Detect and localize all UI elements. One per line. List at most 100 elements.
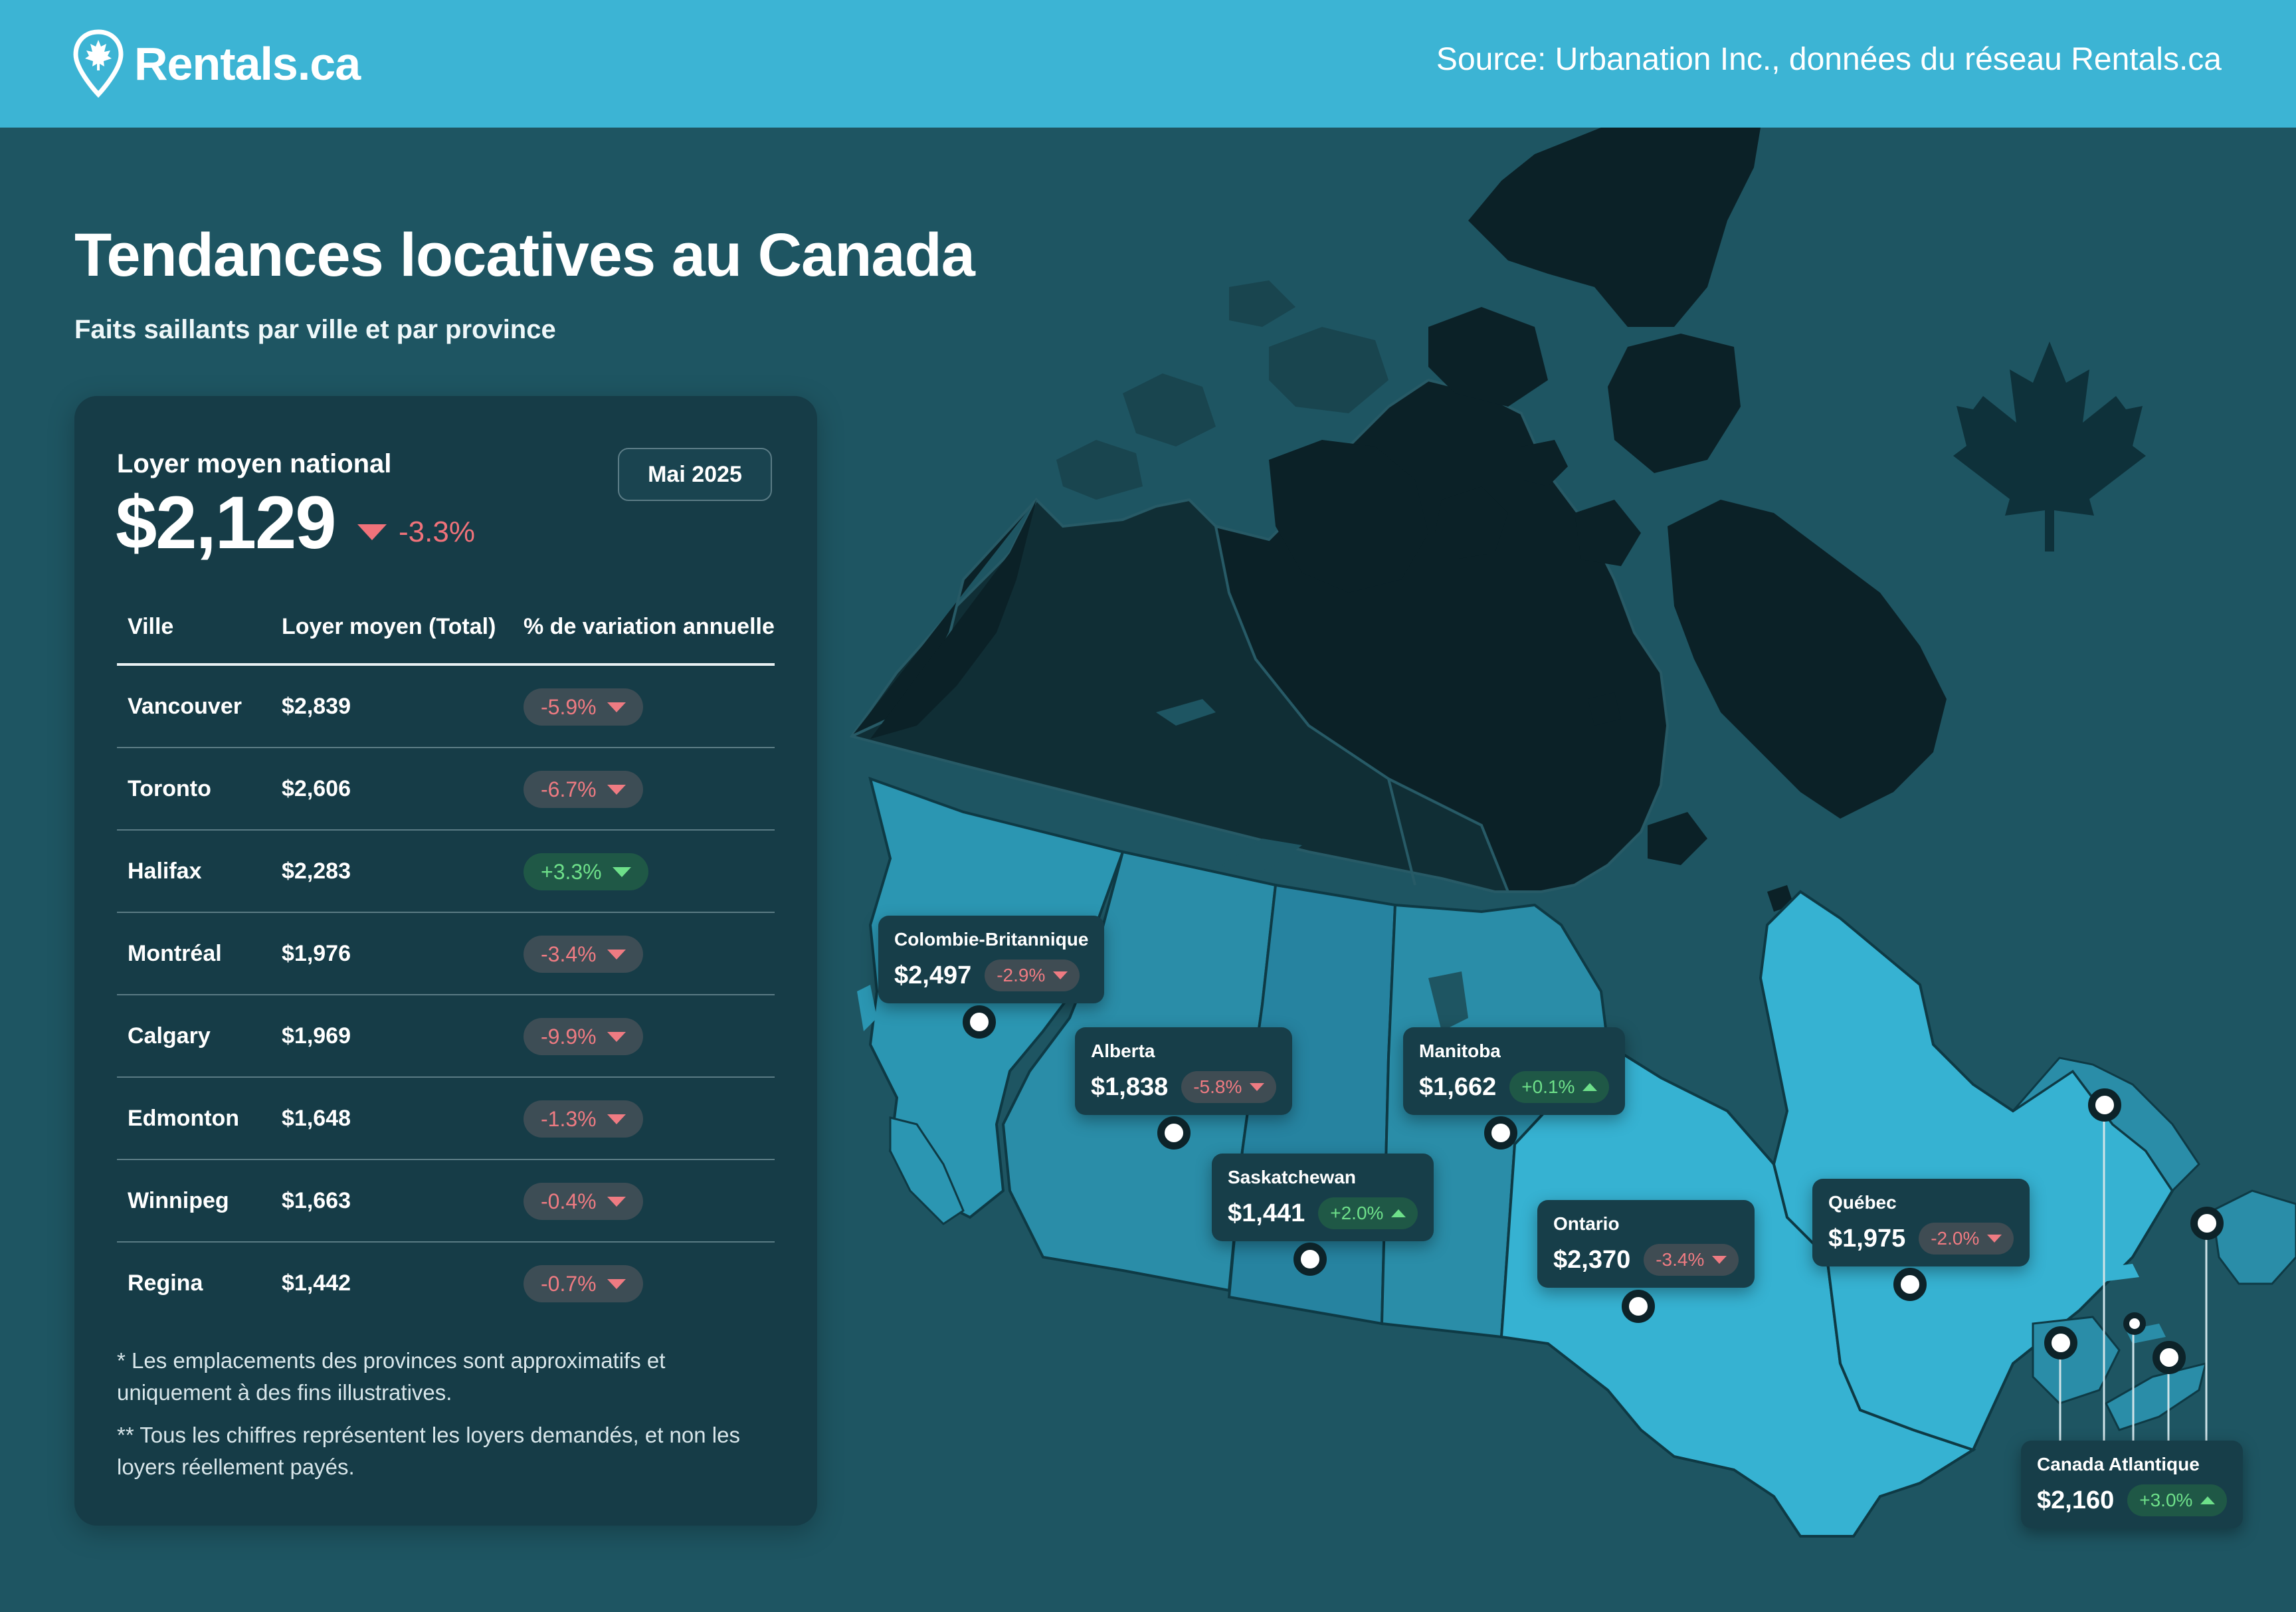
change-badge: +3.0% [2127,1484,2228,1516]
maple-leaf-icon [1953,342,2146,552]
page-subtitle: Faits saillants par ville et par provinc… [74,315,556,344]
change-badge: +2.0% [1318,1197,1418,1229]
table-row: Regina $1,442 -0.7% [117,1243,775,1324]
province-card-ontario[interactable]: Ontario $2,370 -3.4% [1537,1200,1755,1288]
province-name: Saskatchewan [1228,1167,1356,1187]
column-city: Ville [128,614,174,639]
national-rent-change: -3.3% [357,516,475,549]
change-value: +3.3% [541,859,602,884]
change-value: -2.9% [997,965,1046,985]
source-credit: Source: Urbanation Inc., données du rése… [1436,42,2222,77]
national-rent-value: $2,129 [116,481,337,564]
down-arrow-icon [1250,1083,1265,1091]
province-rent: $1,662 [1419,1072,1497,1101]
province-name: Canada Atlantique [2037,1454,2200,1474]
down-arrow-icon [1987,1235,2002,1243]
down-arrow-icon [612,866,631,877]
map-pin-labrador[interactable] [2088,1088,2121,1122]
national-rent-label: Loyer moyen national [117,449,392,478]
map-pin-alberta[interactable] [1157,1116,1191,1150]
map-pin-bc[interactable] [963,1005,996,1039]
arctic-island [1435,486,1508,559]
up-arrow-icon [2200,1496,2216,1504]
province-name: Colombie-Britannique [894,929,1089,950]
down-arrow-icon [1053,971,1068,979]
province-card-saskatchewan[interactable]: Saskatchewan $1,441 +2.0% [1212,1154,1434,1241]
down-arrow-icon [607,1114,626,1124]
arctic-island [1608,334,1741,473]
city-name: Toronto [128,776,211,801]
arctic-island [1428,307,1548,407]
province-rent: $1,975 [1828,1224,1906,1253]
baffin-island [1668,500,1947,819]
city-rent: $1,976 [282,941,351,966]
map-pin-saskatchewan[interactable] [1293,1243,1327,1276]
page-title: Tendances locatives au Canada [74,221,975,289]
down-arrow-icon [607,1031,626,1042]
change-value: -5.9% [541,694,597,719]
victoria-island [1269,440,1428,593]
quebec [1759,890,2174,1452]
map-pin-ontario[interactable] [1622,1290,1655,1323]
change-value: -5.8% [1193,1076,1242,1097]
city-rent: $1,442 [282,1270,351,1296]
down-arrow-icon [607,702,626,712]
province-card-alberta[interactable]: Alberta $1,838 -5.8% [1075,1027,1293,1115]
city-name: Montréal [128,941,222,966]
table-row: Montréal $1,976 -3.4% [117,913,775,995]
change-value: -0.4% [541,1189,597,1213]
map-pin-manitoba[interactable] [1484,1116,1517,1150]
brand-logo[interactable]: Rentals.ca [72,29,361,98]
table-row: Calgary $1,969 -9.9% [117,995,775,1078]
table-row: Winnipeg $1,663 -0.4% [117,1160,775,1243]
map-pin-pei[interactable] [2123,1312,2146,1335]
change-value: -2.0% [1931,1228,1980,1249]
change-badge: -1.3% [524,1100,643,1138]
map-pin-nova-scotia[interactable] [2152,1341,2186,1374]
table-header: Ville Loyer moyen (Total) % de variation… [117,610,775,666]
province-card-quebec[interactable]: Québec $1,975 -2.0% [1812,1179,2030,1266]
change-value: -3.4% [1656,1249,1705,1270]
province-card-bc[interactable]: Colombie-Britannique $2,497 -2.9% [878,916,1105,1003]
arctic-island [1521,440,1568,486]
down-arrow-icon [607,1196,626,1207]
arctic-island [1229,280,1295,327]
down-arrow-icon [607,1278,626,1289]
national-change-value: -3.3% [399,516,475,548]
province-rent: $2,160 [2037,1486,2115,1514]
province-rent: $1,441 [1228,1199,1305,1227]
arctic-island [1269,327,1388,413]
footnote-locations: * Les emplacements des provinces sont ap… [117,1348,666,1405]
change-badge: -5.8% [1181,1071,1277,1103]
change-badge: -0.7% [524,1265,643,1302]
map-pin-newfoundland[interactable] [2190,1207,2224,1240]
map-pin-maple-icon [73,29,124,98]
city-name: Calgary [128,1023,211,1049]
change-value: -0.7% [541,1271,597,1296]
change-badge: -3.4% [524,936,643,973]
vancouver-island [889,1116,965,1225]
change-value: -9.9% [541,1024,597,1049]
map-pin-quebec[interactable] [1893,1268,1927,1301]
change-badge: +0.1% [1509,1071,1610,1103]
map-pin-new-brunswick[interactable] [2044,1326,2077,1360]
haida-gwaii [857,985,877,1031]
arctic-island [1056,440,1143,500]
city-rent: $2,606 [282,776,351,801]
down-arrow-icon [1712,1256,1727,1264]
table-row: Toronto $2,606 -6.7% [117,748,775,831]
city-rent: $1,969 [282,1023,351,1049]
city-rent: $1,648 [282,1106,351,1131]
up-arrow-icon [1391,1209,1406,1217]
province-card-atlantic[interactable]: Canada Atlantique $2,160 +3.0% [2021,1441,2244,1528]
down-arrow-icon [607,784,626,795]
change-value: +3.0% [2139,1490,2193,1510]
province-card-manitoba[interactable]: Manitoba $1,662 +0.1% [1403,1027,1626,1115]
change-value: -6.7% [541,777,597,801]
footnote-asking-rents: ** Tous les chiffres représentent les lo… [117,1423,740,1479]
province-name: Manitoba [1419,1041,1501,1061]
province-name: Alberta [1091,1041,1155,1061]
change-badge: -3.4% [1644,1244,1739,1276]
change-value: -1.3% [541,1106,597,1131]
city-name: Halifax [128,858,202,884]
